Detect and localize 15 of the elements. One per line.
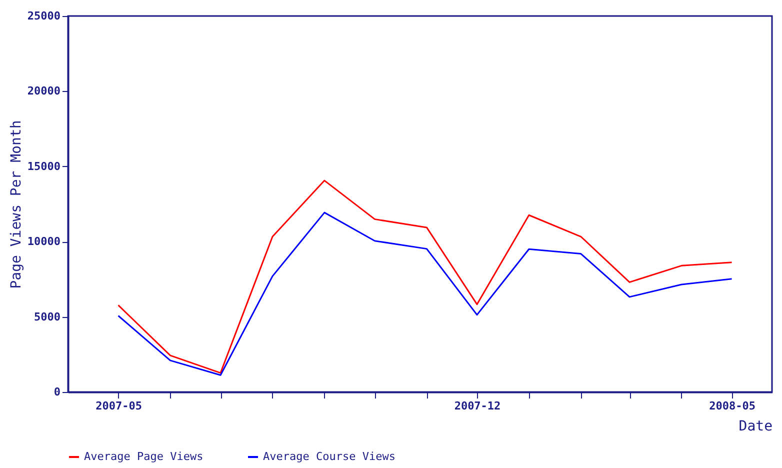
y-axis-title: Page Views Per Month [8,120,24,289]
legend-label: Average Course Views [263,450,396,463]
x-axis-title: Date [738,418,772,434]
y-tick-label: 20000 [27,84,60,98]
y-tick-label: 10000 [27,235,60,248]
line-series [118,180,733,374]
y-tick-label: 25000 [27,10,60,22]
line-series [118,212,733,376]
x-tick-label: 2008-05 [709,400,756,412]
x-tick-label: 2007-12 [454,400,501,412]
y-tick-label: 0 [54,386,60,398]
legend-label: Average Page Views [84,450,204,463]
y-tick-label: 15000 [27,160,60,173]
y-tick-label: 5000 [34,310,60,324]
x-tick-label: 2007-05 [96,400,142,412]
